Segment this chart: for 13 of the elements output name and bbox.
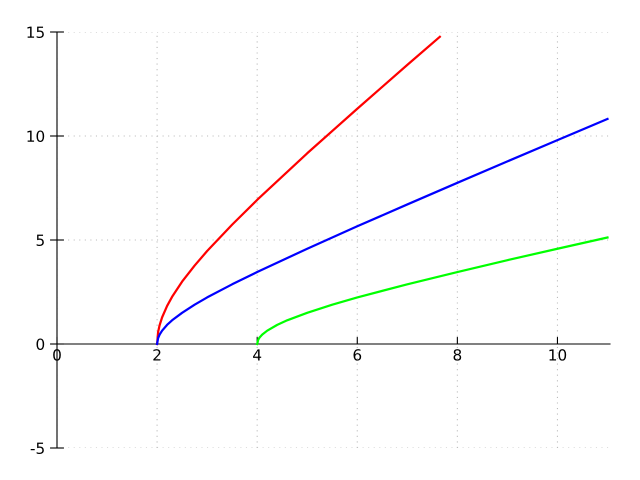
line-series: [156, 36, 441, 346]
line-series: [156, 118, 609, 346]
y-tick-label: 0: [36, 338, 44, 350]
x-tick-label: 6: [353, 349, 362, 361]
x-tick-label: 10: [549, 349, 566, 361]
line-series: [256, 236, 609, 346]
y-tick-label: -5: [30, 442, 44, 454]
x-tick-label: 8: [454, 349, 462, 361]
x-tick-label: 4: [253, 349, 262, 360]
y-tick-label: 10: [27, 130, 44, 142]
x-tick-label: 2: [153, 349, 160, 360]
y-tick-label: 5: [36, 234, 44, 246]
y-tick-label: 15: [27, 26, 44, 38]
